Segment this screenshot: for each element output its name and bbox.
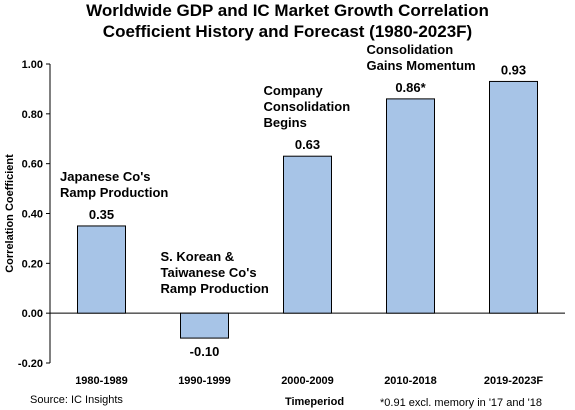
data-label: -0.10 <box>190 344 220 359</box>
annotation-text: Ramp Production <box>60 185 168 200</box>
y-axis-label: Correlation Coefficient <box>4 154 16 273</box>
x-tick-label: 2000-2009 <box>281 375 334 387</box>
annotation-text: Ramp Production <box>161 281 269 296</box>
annotation-text: Taiwanese Co's <box>161 265 257 280</box>
bar <box>180 312 229 339</box>
chart-title-line2: Coefficient History and Forecast (1980-2… <box>102 22 473 41</box>
bar <box>77 225 126 314</box>
y-tick-label: 0.40 <box>22 209 43 221</box>
x-tick-label: 2010-2018 <box>384 375 437 387</box>
data-label: 0.86* <box>395 80 426 95</box>
bar <box>386 98 435 314</box>
data-label: 0.35 <box>89 207 114 222</box>
data-label: 0.63 <box>295 137 320 152</box>
annotation-text: Gains Momentum <box>367 58 476 73</box>
data-label: 0.93 <box>501 62 526 77</box>
y-tick-label: 1.00 <box>22 59 43 71</box>
y-tick-label: 0.20 <box>22 258 43 270</box>
bar <box>283 155 332 314</box>
annotation-text: Consolidation <box>264 99 351 114</box>
y-tick-label: 0.00 <box>22 308 43 320</box>
annotation-text: Begins <box>264 115 307 130</box>
bar <box>489 80 538 314</box>
chart-title-line1: Worldwide GDP and IC Market Growth Corre… <box>86 1 489 20</box>
x-tick-label: 1990-1999 <box>178 375 231 387</box>
annotation-text: S. Korean & <box>161 249 235 264</box>
x-axis-label: Timeperiod <box>285 396 344 408</box>
y-tick-label: 0.60 <box>22 159 43 171</box>
annotation-text: Japanese Co's <box>60 169 151 184</box>
footnote: *0.91 excl. memory in '17 and '18 <box>380 397 542 409</box>
y-tick-label: -0.20 <box>18 358 43 370</box>
annotation-text: Company <box>264 83 324 98</box>
x-tick-label: 1980-1989 <box>75 375 128 387</box>
y-tick-label: 0.80 <box>22 109 43 121</box>
source-note: Source: IC Insights <box>30 394 123 406</box>
annotation-text: Consolidation <box>367 42 454 57</box>
x-tick-label: 2019-2023F <box>484 375 544 387</box>
